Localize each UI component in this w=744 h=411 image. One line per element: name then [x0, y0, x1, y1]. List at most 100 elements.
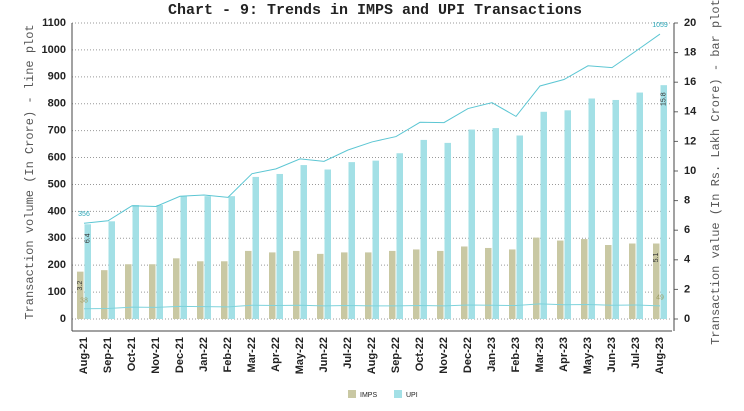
bar — [197, 261, 204, 319]
x-tick-label: Aug-21 — [78, 337, 90, 374]
bar — [317, 253, 324, 319]
bar — [341, 252, 348, 319]
bar — [276, 173, 283, 319]
bar — [156, 205, 163, 319]
bar — [84, 224, 91, 319]
bar — [492, 128, 499, 319]
bar-label: 15.8 — [661, 92, 668, 106]
bar — [540, 111, 547, 319]
x-tick-label: Jun-23 — [606, 337, 618, 372]
y2-tick-label: 4 — [684, 254, 691, 266]
bar — [581, 239, 588, 319]
y-tick-label: 600 — [48, 151, 66, 163]
bar — [252, 176, 259, 319]
bar-label: 3.2 — [77, 281, 84, 291]
bar — [77, 271, 84, 319]
x-tick-label: May-23 — [582, 337, 594, 374]
bar — [132, 205, 139, 319]
x-tick-label: Dec-22 — [462, 337, 474, 373]
bar — [612, 99, 619, 320]
y2-tick-label: 6 — [684, 224, 690, 236]
bar — [636, 92, 643, 319]
x-tick-label: Mar-23 — [534, 337, 546, 372]
bar — [660, 85, 667, 319]
x-tick-label: Jun-22 — [318, 337, 330, 372]
line-label: 49 — [656, 295, 664, 302]
bar — [509, 249, 516, 319]
y-tick-label: 400 — [48, 205, 66, 217]
bar — [444, 142, 451, 319]
x-tick-label: Sep-21 — [102, 337, 114, 373]
x-tick-label: Nov-21 — [150, 337, 162, 374]
y2-tick-label: 20 — [684, 17, 696, 29]
y2-tick-label: 16 — [684, 76, 696, 88]
x-tick-label: Jan-23 — [486, 337, 498, 372]
x-tick-label: Dec-21 — [174, 337, 186, 373]
line-label: 356 — [78, 211, 90, 218]
bar — [149, 264, 156, 319]
bar — [605, 245, 612, 319]
bar — [557, 240, 564, 319]
bar — [293, 250, 300, 319]
line-label: 1059 — [652, 22, 668, 29]
bar — [516, 135, 523, 319]
y2-tick-label: 2 — [684, 283, 690, 295]
bar — [269, 252, 276, 319]
y-tick-label: 500 — [48, 178, 66, 190]
bar — [468, 129, 475, 319]
bar — [533, 237, 540, 319]
y2-tick-label: 18 — [684, 47, 696, 59]
bar — [413, 249, 420, 319]
bar — [588, 98, 595, 319]
y2-tick-label: 8 — [684, 195, 690, 207]
y-axis-label: Transaction volume (In Crore) - line plo… — [23, 24, 37, 319]
x-tick-label: Apr-22 — [270, 337, 282, 372]
bar — [461, 246, 468, 319]
chart-title: Chart - 9: Trends in IMPS and UPI Transa… — [168, 2, 582, 19]
bar — [564, 110, 571, 319]
bar — [300, 165, 307, 319]
y-tick-label: 100 — [48, 286, 66, 298]
y-tick-label: 800 — [48, 98, 66, 110]
bar — [396, 153, 403, 319]
x-tick-label: Oct-22 — [414, 337, 426, 371]
y-tick-label: 1000 — [42, 44, 66, 56]
x-tick-label: May-22 — [294, 337, 306, 374]
x-tick-label: Jan-22 — [198, 337, 210, 372]
bar — [101, 270, 108, 319]
bar — [365, 252, 372, 319]
y2-tick-label: 10 — [684, 165, 696, 177]
bar-label: 6.4 — [85, 233, 92, 243]
bar — [108, 221, 115, 319]
legend-label: IMPS — [360, 392, 377, 399]
line — [83, 33, 661, 224]
bar — [245, 250, 252, 319]
bar — [653, 243, 660, 319]
line — [83, 303, 661, 310]
bar — [221, 261, 228, 319]
y-tick-label: 200 — [48, 259, 66, 271]
bar — [173, 258, 180, 319]
y2-tick-label: 14 — [684, 106, 697, 118]
y2-tick-label: 12 — [684, 135, 696, 147]
bar — [485, 247, 492, 319]
bar — [420, 139, 427, 319]
x-tick-label: Aug-22 — [366, 337, 378, 374]
bar — [228, 196, 235, 319]
x-tick-label: Sep-22 — [390, 337, 402, 373]
x-tick-label: Nov-22 — [438, 337, 450, 374]
bar — [180, 196, 187, 319]
x-tick-label: Oct-21 — [126, 337, 138, 371]
y-tick-label: 700 — [48, 125, 66, 137]
bar — [324, 169, 331, 319]
bar — [348, 162, 355, 319]
y-tick-label: 300 — [48, 232, 66, 244]
x-tick-label: Aug-23 — [654, 337, 666, 374]
y-tick-label: 1100 — [42, 17, 66, 29]
x-tick-label: Jul-22 — [342, 337, 354, 369]
x-tick-label: Feb-23 — [510, 337, 522, 372]
y-tick-label: 900 — [48, 71, 66, 83]
legend-swatch — [394, 390, 402, 398]
bar — [204, 196, 211, 319]
